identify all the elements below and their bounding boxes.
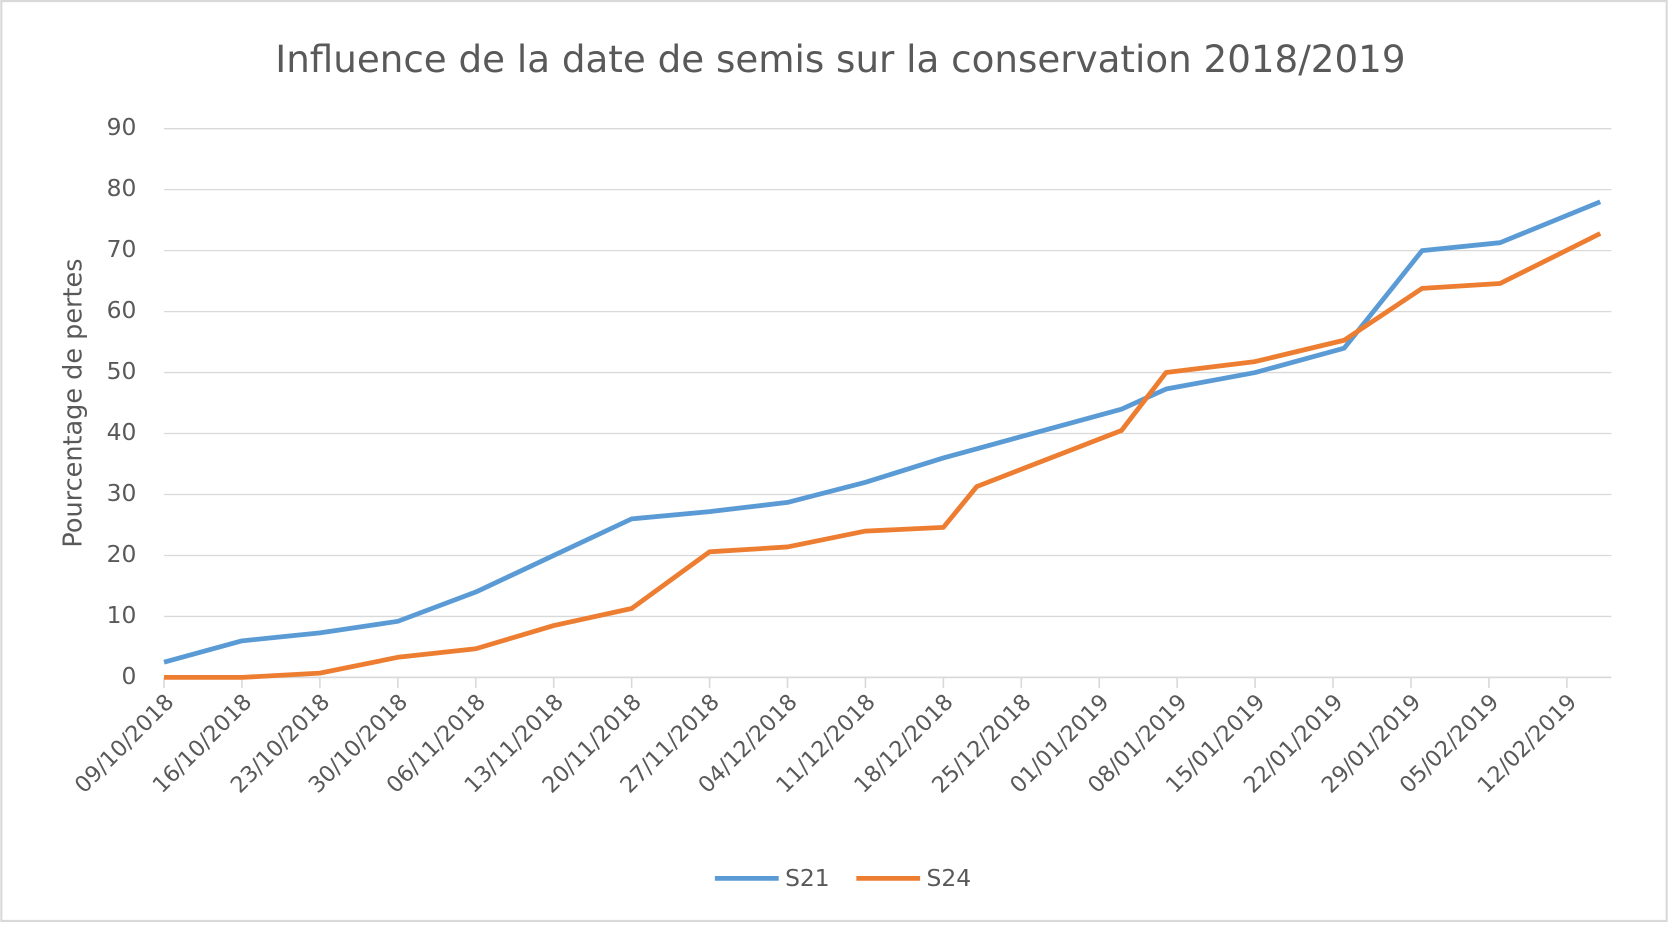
line-series	[164, 231, 1602, 680]
y-tick-label: 10	[107, 601, 137, 629]
legend-label: S21	[785, 864, 830, 892]
y-tick-label: 80	[107, 174, 137, 202]
legend-label: S24	[927, 864, 972, 892]
y-tick-label: 40	[107, 418, 137, 446]
y-tick-label: 0	[122, 662, 137, 690]
y-tick-label: 60	[107, 296, 137, 324]
chart-title: Influence de la date de semis sur la con…	[275, 37, 1405, 81]
y-axis-label: Pourcentage de pertes	[59, 258, 89, 547]
line-series	[163, 199, 1602, 665]
y-tick-label: 90	[107, 113, 137, 141]
y-tick-label: 20	[107, 540, 137, 568]
y-tick-label: 30	[107, 479, 137, 507]
y-tick-label: 70	[107, 235, 137, 263]
y-tick-label: 50	[107, 357, 137, 385]
